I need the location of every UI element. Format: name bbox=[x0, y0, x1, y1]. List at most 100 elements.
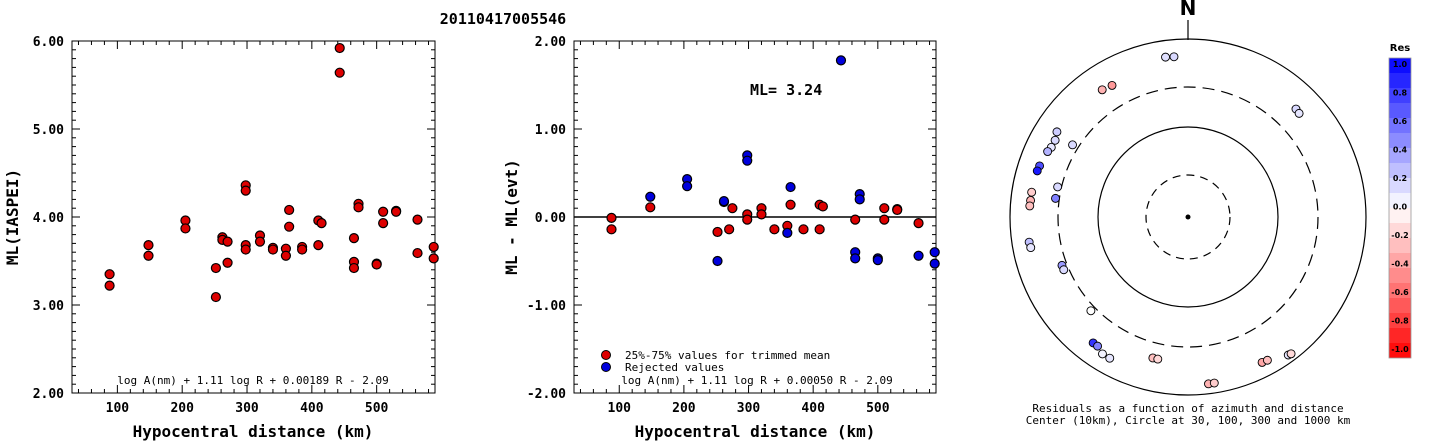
station-point bbox=[1059, 265, 1069, 275]
formula-text: log A(nm) + 1.11 log R + 0.00050 R - 2.0… bbox=[621, 374, 893, 387]
station-point bbox=[1068, 140, 1077, 150]
caption-line-2: Center (10km), Circle at 30, 100, 300 an… bbox=[1026, 414, 1351, 427]
colorbar-tick-label: -0.6 bbox=[1391, 288, 1409, 297]
data-point bbox=[222, 236, 233, 247]
station-point bbox=[1209, 378, 1219, 388]
residual-colorbar: Res 1.0 0.8 0.6 0.4 0.2 0.0 -0.2 -0.4 -0.6 -0.8 -1… bbox=[1388, 43, 1412, 359]
ml-value-annotation: ML= 3.24 bbox=[750, 81, 822, 99]
azimuth-residual-panel: N Residuals as a function of azimuth and… bbox=[1009, 0, 1367, 427]
data-point bbox=[378, 218, 389, 229]
y-tick-label: 5.00 bbox=[33, 123, 64, 138]
data-point bbox=[724, 224, 735, 235]
colorbar-tick-labels: 1.0 0.8 0.6 0.4 0.2 0.0 -0.2 -0.4 -0.6 -0.8 -1.0 bbox=[1391, 60, 1409, 354]
ml-iaspei-panel: 2.00 3.00 4.00 5.00 6.00 100 200 300 400 500 ML(… bbox=[3, 35, 439, 441]
station-point bbox=[1086, 306, 1096, 316]
data-point bbox=[210, 291, 222, 303]
data-point bbox=[756, 209, 767, 220]
colorbar-tick-label: 0.2 bbox=[1393, 174, 1407, 183]
colorbar-cell bbox=[1389, 208, 1411, 223]
data-point bbox=[645, 202, 656, 213]
data-point bbox=[742, 214, 753, 225]
data-point bbox=[785, 199, 796, 210]
data-point bbox=[850, 214, 861, 225]
legend-marker-trimmed bbox=[601, 350, 611, 360]
ring-30km bbox=[1145, 174, 1231, 260]
colorbar-cell bbox=[1389, 283, 1411, 298]
data-point bbox=[378, 206, 389, 217]
colorbar-cell bbox=[1389, 58, 1411, 73]
data-point bbox=[718, 196, 730, 207]
data-point bbox=[348, 233, 360, 244]
y-axis-label: ML - ML(evt) bbox=[502, 159, 521, 275]
data-point bbox=[143, 250, 154, 261]
colorbar-tick-label: 0.4 bbox=[1393, 146, 1408, 155]
colorbar-cell bbox=[1389, 238, 1411, 253]
data-point bbox=[313, 240, 324, 251]
colorbar-cell bbox=[1389, 298, 1411, 313]
epicenter bbox=[1185, 214, 1191, 220]
data-points bbox=[606, 55, 940, 269]
tick-marks bbox=[72, 40, 435, 394]
x-axis-label: Hypocentral distance (km) bbox=[133, 422, 374, 441]
data-point bbox=[913, 250, 924, 261]
data-point bbox=[104, 269, 115, 280]
y-axis-label: ML(IASPEI) bbox=[3, 169, 22, 265]
data-point bbox=[254, 236, 266, 247]
colorbar-cells bbox=[1389, 58, 1411, 358]
data-point bbox=[742, 155, 753, 166]
plot-frame bbox=[71, 40, 436, 394]
y-tick-label: 4.00 bbox=[33, 211, 64, 226]
caption-line-1: Residuals as a function of azimuth and d… bbox=[1032, 402, 1343, 415]
data-point bbox=[712, 255, 723, 267]
x-tick-label: 300 bbox=[737, 401, 761, 416]
data-point bbox=[267, 244, 279, 255]
data-point bbox=[929, 247, 940, 258]
data-point bbox=[769, 224, 780, 235]
station-point bbox=[1098, 349, 1107, 359]
data-point bbox=[892, 204, 903, 216]
data-point bbox=[785, 181, 796, 193]
station-point bbox=[1052, 127, 1062, 137]
data-point bbox=[240, 244, 251, 255]
data-point bbox=[334, 42, 345, 54]
x-tick-label: 500 bbox=[866, 401, 890, 416]
data-point bbox=[222, 257, 233, 268]
x-tick-labels: 100 200 300 400 500 bbox=[106, 401, 389, 416]
y-tick-label: -1.00 bbox=[527, 299, 566, 314]
colorbar-cell bbox=[1389, 163, 1411, 178]
data-point bbox=[727, 203, 738, 214]
ring-100km bbox=[1097, 126, 1279, 308]
data-point bbox=[348, 262, 360, 274]
data-point bbox=[284, 204, 295, 216]
colorbar-cell bbox=[1389, 223, 1411, 238]
legend-marker-rejected bbox=[601, 362, 611, 372]
colorbar-cell bbox=[1389, 73, 1411, 88]
colorbar-tick-label: -0.4 bbox=[1391, 260, 1409, 269]
colorbar-title: Res bbox=[1390, 43, 1410, 54]
data-point bbox=[782, 227, 793, 238]
colorbar-tick-label: 0.6 bbox=[1393, 117, 1408, 126]
data-point bbox=[879, 214, 890, 225]
colorbar-frame bbox=[1388, 57, 1412, 359]
station-point bbox=[1286, 349, 1296, 359]
data-point bbox=[798, 224, 809, 235]
legend-label-rejected: Rejected values bbox=[625, 361, 724, 374]
ring-300km bbox=[1057, 86, 1319, 348]
station-point bbox=[1169, 52, 1179, 62]
colorbar-cell bbox=[1389, 313, 1411, 328]
legend: 25%-75% values for trimmed mean Rejected… bbox=[601, 349, 830, 374]
x-tick-label: 100 bbox=[608, 401, 632, 416]
y-tick-label: -2.00 bbox=[527, 387, 566, 402]
station-point bbox=[1294, 108, 1304, 118]
data-point bbox=[334, 67, 345, 78]
station-point bbox=[1043, 147, 1053, 156]
event-title: 20110417005546 bbox=[440, 10, 566, 28]
station-point bbox=[1153, 354, 1163, 364]
y-tick-label: 2.00 bbox=[33, 387, 64, 402]
colorbar-tick-label: -1.0 bbox=[1391, 345, 1409, 354]
colorbar-cell bbox=[1389, 343, 1411, 358]
data-point bbox=[280, 250, 292, 261]
y-tick-label: 6.00 bbox=[33, 35, 64, 50]
y-tick-label: 2.00 bbox=[535, 35, 566, 50]
colorbar-cell bbox=[1389, 88, 1411, 103]
